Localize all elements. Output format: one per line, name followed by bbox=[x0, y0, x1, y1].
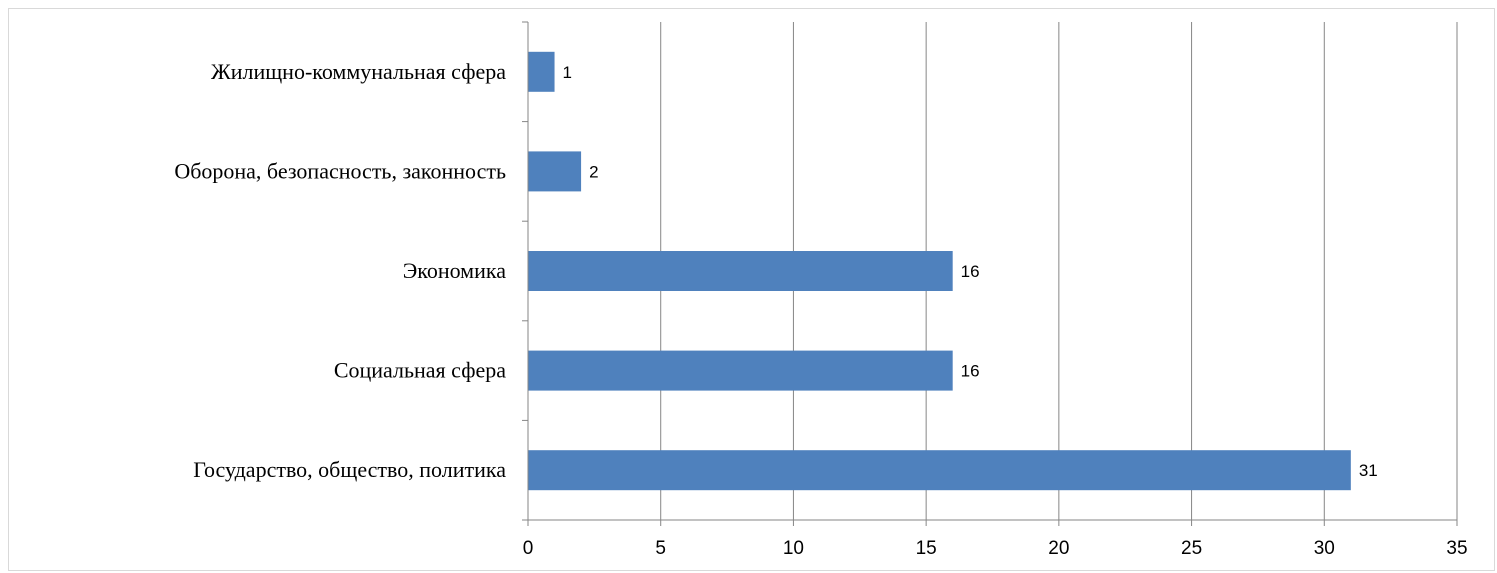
category-label-1: Социальная сфера bbox=[334, 358, 506, 383]
bar-2 bbox=[528, 251, 953, 291]
x-tick-label-25: 25 bbox=[1181, 538, 1202, 559]
category-label-0: Государство, общество, политика bbox=[193, 457, 506, 482]
x-tick-label-0: 0 bbox=[523, 538, 534, 559]
category-label-2: Экономика bbox=[403, 258, 507, 283]
category-label-4: Жилищно-коммунальная сфера bbox=[211, 59, 506, 84]
x-tick-label-10: 10 bbox=[783, 538, 804, 559]
data-label-0: 31 bbox=[1359, 461, 1378, 480]
data-label-4: 1 bbox=[563, 63, 572, 82]
axes bbox=[522, 21, 1458, 526]
x-tick-label-5: 5 bbox=[655, 538, 666, 559]
x-tick-label-15: 15 bbox=[916, 538, 937, 559]
x-tick-label-20: 20 bbox=[1048, 538, 1069, 559]
x-tick-label-30: 30 bbox=[1314, 538, 1335, 559]
grid-lines bbox=[660, 22, 1458, 520]
category-label-3: Оборона, безопасность, законность bbox=[174, 158, 506, 183]
x-tick-label-35: 35 bbox=[1446, 538, 1467, 559]
bar-1 bbox=[528, 350, 953, 391]
bar-0 bbox=[528, 450, 1351, 491]
labels: 0 5 10 15 20 25 30 35 31 Государство, общество, п… bbox=[174, 59, 1467, 559]
bar-4 bbox=[528, 51, 555, 92]
data-label-3: 2 bbox=[589, 162, 598, 181]
bars bbox=[528, 51, 1351, 491]
bar-3 bbox=[528, 151, 582, 192]
data-label-2: 16 bbox=[961, 262, 980, 281]
data-label-1: 16 bbox=[961, 362, 980, 381]
